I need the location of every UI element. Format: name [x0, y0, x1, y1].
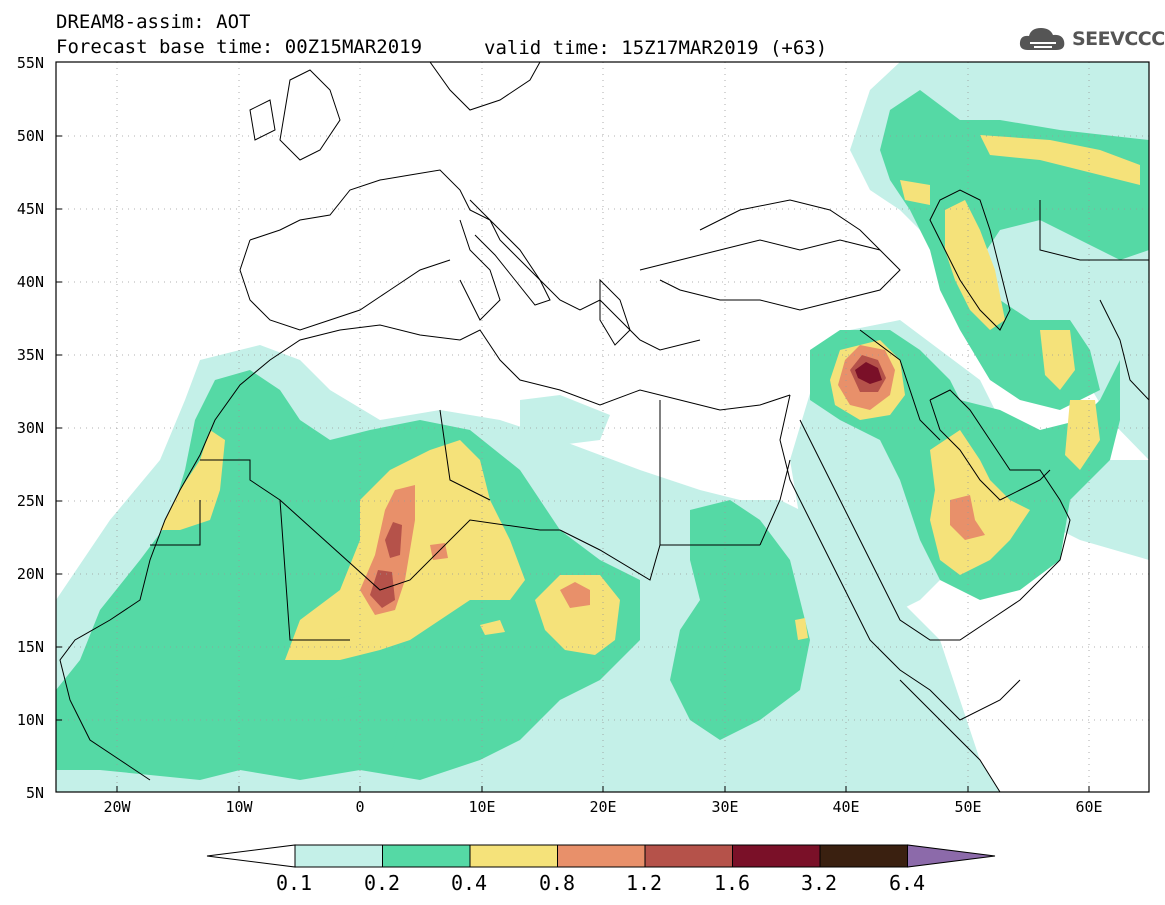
coastlines	[59, 62, 1149, 792]
lat-label: 40N	[16, 273, 44, 291]
logo-text: SEEVCCC	[1072, 28, 1165, 50]
lat-label: 10N	[16, 711, 44, 729]
colorbar-label: 0.8	[538, 871, 576, 895]
colorbar-label: 6.4	[888, 871, 926, 895]
lon-label: 30E	[711, 798, 739, 816]
valid-time: valid time: 15Z17MAR2019 (+63)	[484, 37, 828, 59]
lat-label: 15N	[16, 638, 44, 656]
lat-label: 30N	[16, 419, 44, 437]
lat-label: 20N	[16, 565, 44, 583]
cloud-icon	[1019, 28, 1065, 50]
lat-label: 55N	[16, 54, 44, 72]
aot-level-1-6	[855, 362, 882, 384]
lon-label: 10W	[225, 798, 253, 816]
colorbar-label: 0.4	[450, 871, 488, 895]
lon-label: 0	[355, 798, 365, 816]
lon-label: 10E	[468, 798, 496, 816]
lon-label: 20E	[589, 798, 617, 816]
lat-label: 35N	[16, 346, 44, 364]
forecast-base-time: Forecast base time: 00Z15MAR2019	[56, 36, 423, 58]
colorbar-label: 1.6	[713, 871, 751, 895]
lon-label: 50E	[954, 798, 982, 816]
colorbar-label: 0.2	[363, 871, 401, 895]
lat-label: 25N	[16, 492, 44, 510]
map-title: DREAM8-assim: AOT	[56, 11, 251, 33]
colorbar-label: 3.2	[800, 871, 838, 895]
lon-label: 60E	[1075, 798, 1103, 816]
lat-label: 45N	[16, 200, 44, 218]
seevccc-logo: SEEVCCC	[1018, 26, 1165, 52]
lon-label: 40E	[832, 798, 860, 816]
colorbar-label: 1.2	[625, 871, 663, 895]
lat-label: 5N	[25, 784, 44, 802]
lon-label: 20W	[103, 798, 131, 816]
lat-label: 50N	[16, 127, 44, 145]
colorbar-label: 0.1	[275, 871, 313, 895]
